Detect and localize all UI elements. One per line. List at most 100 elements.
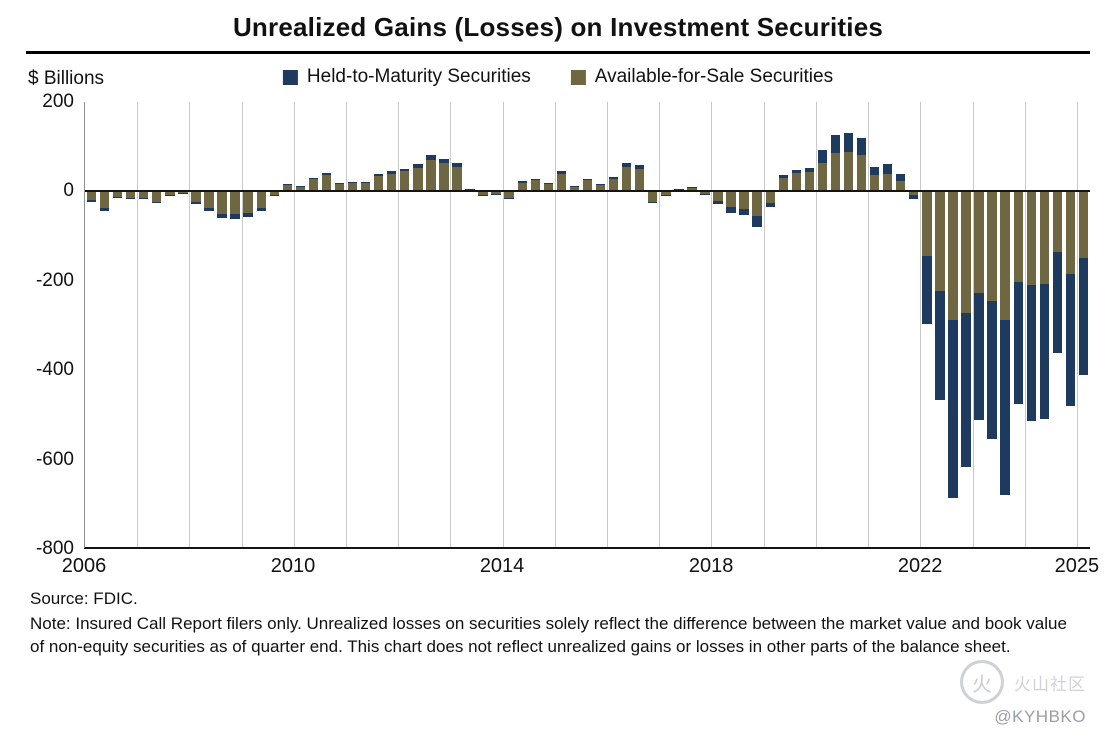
- legend-swatch-icon: [282, 69, 298, 85]
- bar-segment-2009-q1-afs: [243, 191, 253, 213]
- bar-segment-2019-q3-htm: [791, 169, 802, 174]
- bar-segment-2014-q1-htm: [504, 197, 514, 199]
- watermark-handle: @KYHBKO: [994, 707, 1086, 726]
- bar-segment-2018-q1-afs: [713, 191, 723, 202]
- bar-segment-2015-q4-afs: [595, 185, 606, 191]
- bar-segment-2022-q3-afs: [948, 191, 958, 321]
- bar-segment-2014-q2-htm: [517, 181, 527, 183]
- bar-segment-2016-q4-afs: [648, 191, 658, 202]
- bar-segment-2009-q1-htm: [243, 212, 253, 217]
- bar-segment-2011-q2-htm: [360, 182, 371, 184]
- year-gridline: [659, 102, 661, 547]
- bar-segment-2013-q3-htm: [478, 194, 488, 196]
- bar-segment-2009-q4-htm: [282, 184, 292, 186]
- bar-segment-2018-q2-afs: [726, 191, 736, 208]
- bar-segment-2013-q4-afs: [491, 191, 501, 194]
- source-text: Source: FDIC.: [30, 589, 138, 608]
- y-tick-label: -200: [35, 269, 74, 291]
- bar-segment-2006-q3-afs: [112, 191, 123, 197]
- bar-segment-2024-q1-htm: [1026, 285, 1036, 422]
- bar-segment-2024-q3-afs: [1052, 191, 1063, 252]
- bar-segment-2013-q3-afs: [478, 191, 488, 195]
- bar-segment-2018-q4-afs: [752, 191, 762, 216]
- bar-segment-2016-q2-htm: [621, 163, 632, 167]
- plot-area: [84, 102, 1090, 549]
- bar-segment-2021-q2-htm: [882, 164, 893, 175]
- x-tick-label-2022: 2022: [897, 555, 943, 577]
- x-tick-label-2025: 2025: [1054, 555, 1100, 577]
- chart-area: 200 0 -200 -400 -600 -800 2006 2010 2014 2018 202…: [26, 91, 1099, 581]
- bar-segment-2010-q3-afs: [321, 175, 332, 191]
- bar-segment-2015-q3-afs: [582, 180, 593, 191]
- bar-segment-2006-q1-afs: [86, 191, 97, 201]
- y-tick-label: 200: [42, 91, 74, 112]
- bar-segment-2013-q1-htm: [452, 163, 462, 167]
- year-gridline: [1024, 102, 1026, 547]
- bar-segment-2024-q2-htm: [1039, 284, 1049, 420]
- legend-item: Available-for-Sale Securities: [570, 66, 833, 88]
- year-gridline: [711, 102, 713, 547]
- y-tick-label: -800: [35, 538, 74, 559]
- bar-segment-2011-q1-htm: [347, 182, 358, 184]
- bar-segment-2023-q1-htm: [974, 293, 984, 421]
- year-gridline: [450, 102, 452, 547]
- year-gridline: [815, 102, 817, 547]
- bar-segment-2016-q4-htm: [648, 201, 658, 204]
- watermark: 火 火山社区 @KYHBKO: [960, 660, 1086, 727]
- bar-segment-2009-q2-htm: [256, 207, 266, 212]
- bar-segment-2019-q1-htm: [765, 203, 775, 207]
- bar-segment-2023-q2-htm: [987, 301, 997, 440]
- bar-segment-2010-q3-htm: [321, 173, 332, 176]
- year-gridline: [346, 102, 348, 547]
- bar-segment-2015-q3-htm: [582, 178, 593, 181]
- bar-segment-2010-q1-htm: [295, 185, 306, 187]
- bar-segment-2006-q4-afs: [125, 191, 136, 198]
- bar-segment-2011-q4-htm: [387, 171, 397, 174]
- bar-segment-2012-q2-afs: [413, 167, 423, 191]
- bar-segment-2010-q2-afs: [308, 179, 319, 191]
- bar-segment-2022-q1-afs: [922, 191, 932, 256]
- bar-segment-2009-q3-htm: [269, 195, 279, 197]
- x-axis: 2006 2010 2014 2018 2022 2025: [62, 549, 1099, 581]
- year-gridline: [607, 102, 609, 547]
- bar-segment-2012-q2-htm: [413, 164, 423, 168]
- legend-label: Held-to-Maturity Securities: [306, 66, 531, 87]
- bar-segment-2020-q2-htm: [830, 135, 841, 154]
- bar-segment-2014-q1-afs: [504, 191, 514, 198]
- bar-segment-2019-q2-htm: [778, 175, 788, 178]
- bar-segment-2023-q4-htm: [1013, 281, 1023, 404]
- bar-segment-2009-q3-afs: [269, 191, 279, 196]
- bar-segment-2018-q4-htm: [752, 215, 762, 228]
- bar-segment-2019-q4-afs: [804, 171, 815, 191]
- bar-segment-2006-q1-htm: [86, 200, 97, 203]
- note-text: Note: Insured Call Report filers only. U…: [30, 614, 1067, 657]
- bar-segment-2024-q1-afs: [1026, 191, 1036, 286]
- bar-segment-2007-q1-afs: [139, 191, 149, 198]
- year-gridline: [502, 102, 504, 547]
- bar-segment-2012-q4-afs: [439, 162, 449, 191]
- bar-segment-2015-q2-afs: [569, 186, 580, 191]
- bar-segment-2007-q2-afs: [152, 191, 162, 202]
- bar-segment-2017-q3-afs: [687, 187, 697, 191]
- bar-segment-2007-q1-htm: [139, 197, 149, 199]
- bar-segment-2023-q4-afs: [1013, 191, 1023, 282]
- chart-meta-row: $ Billions Held-to-Maturity Securities Av…: [26, 62, 1090, 98]
- x-tick-label-2018: 2018: [688, 555, 734, 577]
- bar-segment-2025-q1-afs: [1078, 191, 1089, 258]
- y-axis: 200 0 -200 -400 -600 -800: [26, 91, 84, 559]
- watermark-logo-icon: 火: [960, 660, 1004, 704]
- bar-segment-2018-q2-htm: [726, 207, 736, 214]
- bar-segment-2015-q2-htm: [569, 185, 580, 187]
- bar-segment-2009-q4-afs: [282, 185, 292, 191]
- bar-segment-2015-q4-htm: [595, 184, 606, 186]
- bar-segment-2011-q3-htm: [373, 174, 384, 177]
- year-gridline: [763, 102, 765, 547]
- bar-segment-2023-q3-htm: [1000, 320, 1010, 496]
- bar-segment-2021-q4-afs: [909, 191, 919, 196]
- bar-segment-2012-q3-afs: [426, 159, 436, 191]
- bar-segment-2016-q1-htm: [608, 176, 619, 179]
- bar-segment-2023-q2-afs: [987, 191, 997, 302]
- bar-segment-2019-q1-afs: [765, 191, 775, 203]
- watermark-logo-glyph: 火: [972, 673, 992, 696]
